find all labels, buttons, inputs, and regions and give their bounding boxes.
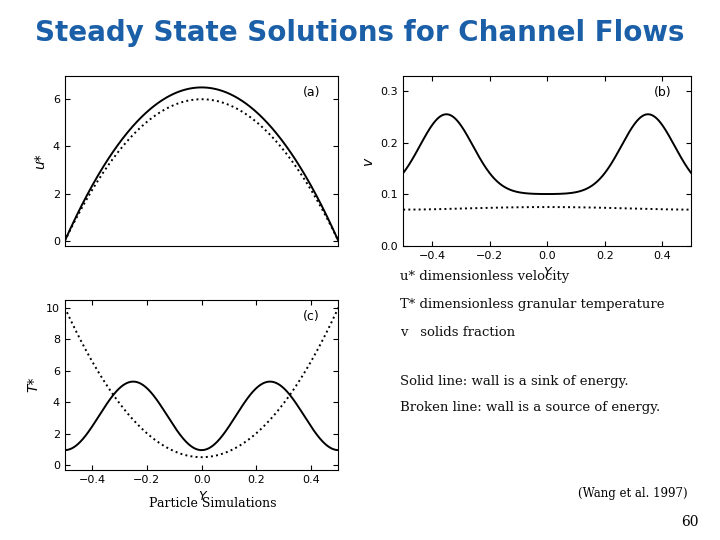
Text: (Wang et al. 1997): (Wang et al. 1997): [578, 487, 688, 500]
Text: v   solids fraction: v solids fraction: [400, 326, 515, 339]
Y-axis label: v: v: [361, 157, 375, 165]
Text: Particle Simulations: Particle Simulations: [148, 497, 276, 510]
Text: (a): (a): [303, 86, 320, 99]
Text: T* dimensionless granular temperature: T* dimensionless granular temperature: [400, 298, 664, 311]
Text: Solid line: wall is a sink of energy.: Solid line: wall is a sink of energy.: [400, 375, 629, 388]
Y-axis label: T*: T*: [27, 377, 40, 393]
Text: (b): (b): [654, 86, 671, 99]
X-axis label: Y: Y: [198, 490, 205, 503]
X-axis label: Y: Y: [544, 266, 551, 279]
Text: 60: 60: [681, 515, 698, 529]
Text: u* dimensionless velocity: u* dimensionless velocity: [400, 270, 569, 283]
Text: Steady State Solutions for Channel Flows: Steady State Solutions for Channel Flows: [35, 19, 685, 47]
Text: (c): (c): [303, 310, 320, 323]
Y-axis label: u*: u*: [33, 153, 48, 168]
Text: Broken line: wall is a source of energy.: Broken line: wall is a source of energy.: [400, 401, 660, 414]
